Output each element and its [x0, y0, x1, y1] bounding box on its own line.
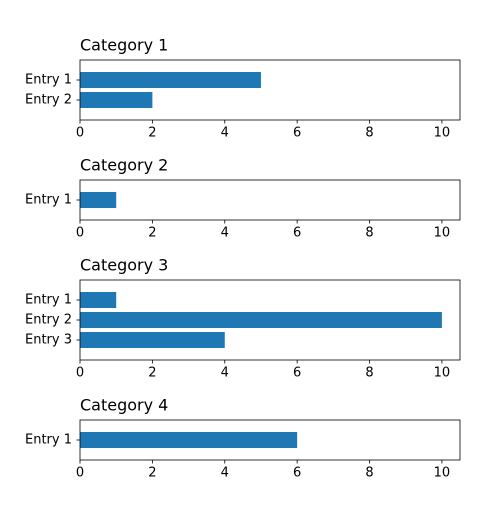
- subplot-title: Category 3: [80, 256, 168, 275]
- y-tick-label: Entry 1: [25, 193, 72, 208]
- y-tick-label: Entry 2: [25, 93, 72, 108]
- x-tick-label: 2: [148, 366, 156, 381]
- x-tick-label: 10: [434, 366, 451, 381]
- bar: [80, 332, 225, 348]
- x-tick-label: 6: [293, 226, 301, 241]
- axes-frame: [79, 279, 461, 361]
- bar: [80, 192, 117, 208]
- y-tick-label: Entry 1: [25, 293, 72, 308]
- subplot-title: Category 4: [80, 396, 168, 415]
- x-tick-label: 4: [221, 226, 229, 241]
- axes-frame: [79, 59, 461, 121]
- x-tick-label: 4: [221, 366, 229, 381]
- x-tick-label: 6: [293, 126, 301, 141]
- x-tick-label: 8: [365, 466, 373, 481]
- bar: [80, 312, 442, 328]
- x-tick-label: 2: [148, 466, 156, 481]
- x-tick-label: 10: [434, 126, 451, 141]
- x-tick-label: 2: [148, 126, 156, 141]
- subplot-title: Category 2: [80, 156, 168, 175]
- bar: [80, 292, 117, 308]
- bar: [80, 432, 298, 448]
- y-tick-label: Entry 1: [25, 433, 72, 448]
- x-tick-label: 6: [293, 366, 301, 381]
- bar: [80, 72, 261, 88]
- axes-frame: [79, 419, 461, 461]
- x-tick-label: 4: [221, 466, 229, 481]
- y-tick-label: Entry 2: [25, 313, 72, 328]
- x-tick-label: 8: [365, 366, 373, 381]
- x-tick-label: 0: [76, 226, 84, 241]
- x-tick-label: 10: [434, 226, 451, 241]
- x-tick-label: 10: [434, 466, 451, 481]
- x-tick-label: 0: [76, 126, 84, 141]
- x-tick-label: 6: [293, 466, 301, 481]
- axes-frame: [79, 179, 461, 221]
- x-tick-label: 0: [76, 366, 84, 381]
- y-tick-label: Entry 1: [25, 73, 72, 88]
- y-tick-label: Entry 3: [25, 333, 72, 348]
- x-tick-label: 2: [148, 226, 156, 241]
- x-tick-label: 8: [365, 126, 373, 141]
- x-tick-label: 4: [221, 126, 229, 141]
- x-tick-label: 8: [365, 226, 373, 241]
- x-tick-label: 0: [76, 466, 84, 481]
- bar: [80, 92, 153, 108]
- subplot-title: Category 1: [80, 36, 168, 55]
